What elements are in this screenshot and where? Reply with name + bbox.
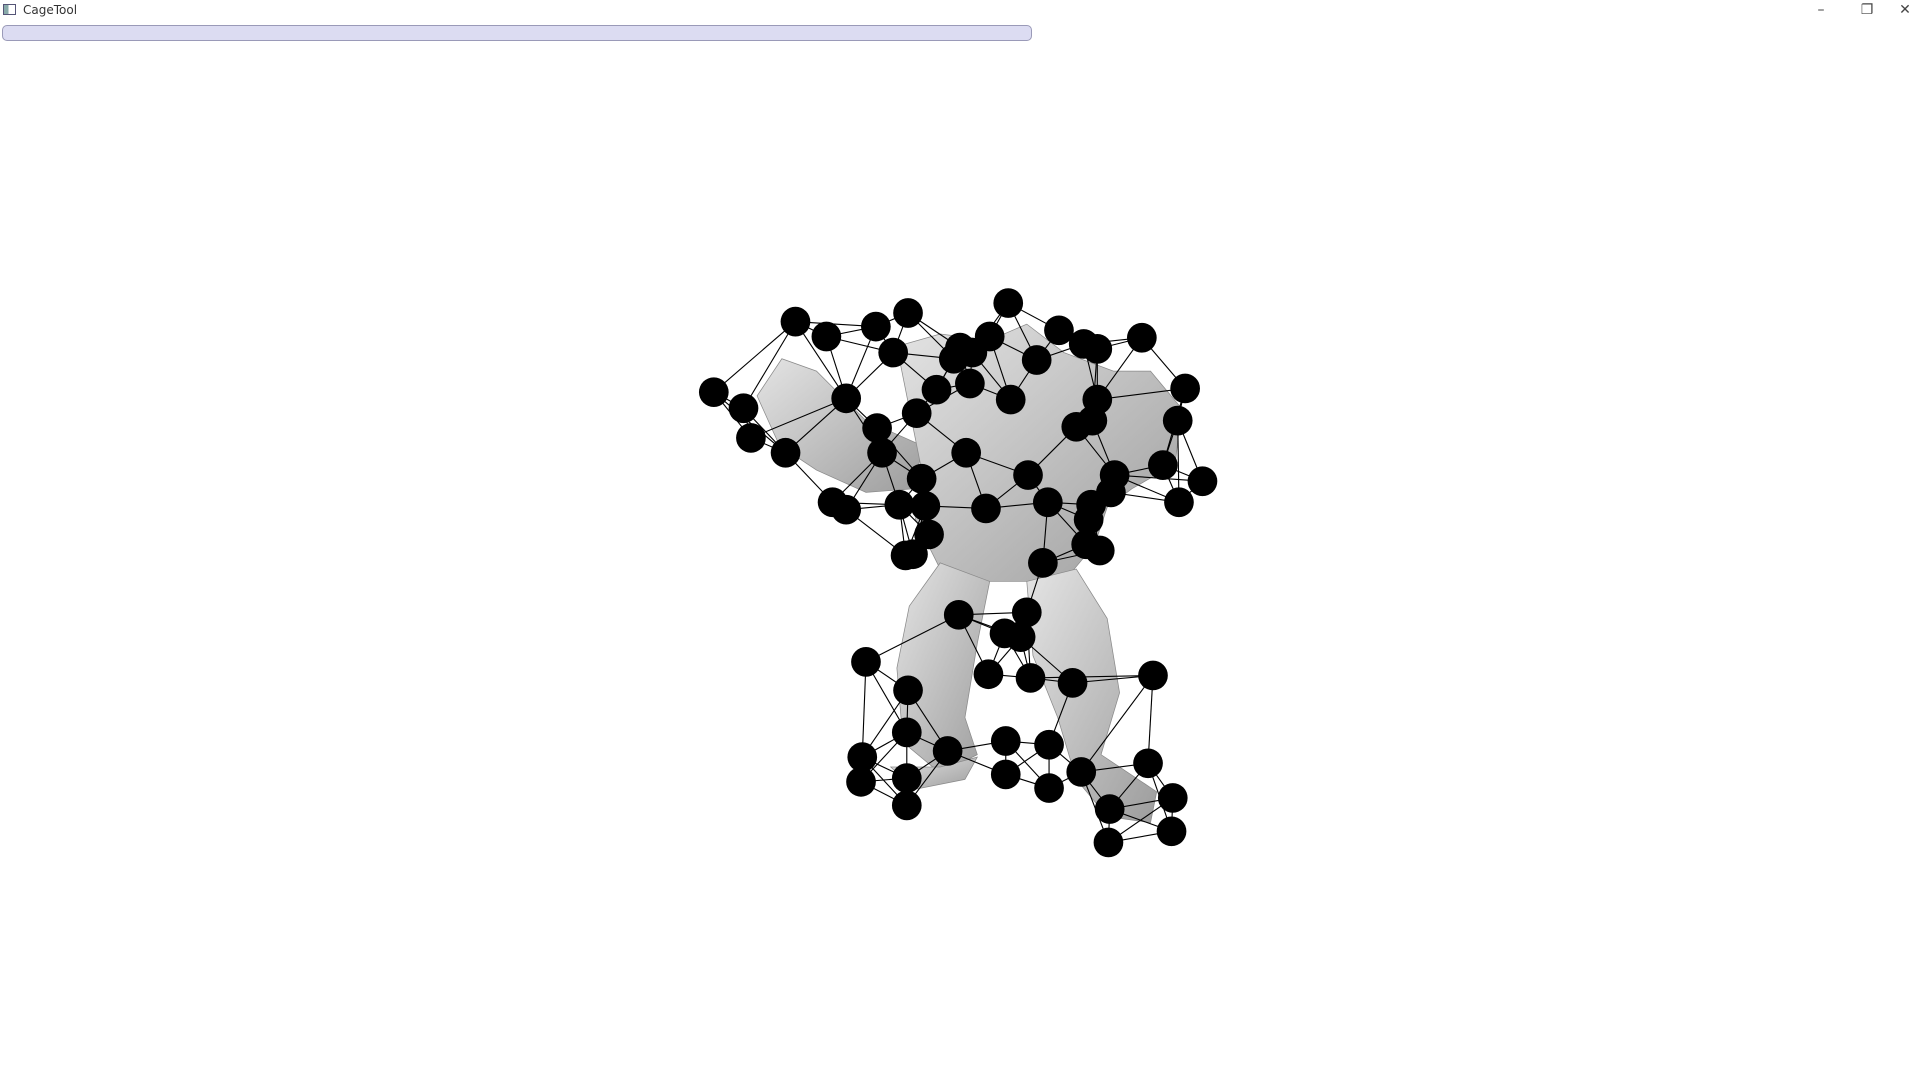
- cage-vertex: [1005, 622, 1036, 652]
- cage-vertex: [1187, 466, 1218, 497]
- cage-vertex: [831, 383, 862, 414]
- cage-vertex: [955, 368, 985, 399]
- cage-vertex: [878, 337, 909, 368]
- cage-vertex: [1057, 668, 1088, 698]
- cage-vertex: [698, 377, 729, 408]
- cage-vertex: [898, 539, 928, 570]
- cage: [698, 288, 1218, 858]
- cage-vertex: [728, 393, 759, 424]
- cage-vertex: [846, 767, 876, 797]
- cage-vertex: [990, 759, 1021, 790]
- cage-vertex: [914, 519, 944, 550]
- cage-vertex: [906, 463, 937, 494]
- cage-vertex: [851, 647, 881, 677]
- cage-vertex: [770, 437, 801, 468]
- cage-vertex: [1094, 794, 1125, 824]
- cage-vertex: [1032, 487, 1063, 518]
- cage-vertex: [867, 437, 897, 468]
- cage-edge: [1030, 674, 1153, 679]
- cage-vertex: [1133, 748, 1163, 779]
- cage-vertex: [1148, 450, 1178, 480]
- close-button[interactable]: ✕: [1899, 2, 1911, 18]
- cage-vertex: [1044, 315, 1074, 346]
- cage-vertex: [780, 306, 811, 337]
- cage-vertex: [1021, 345, 1052, 375]
- cage-edge: [794, 321, 847, 399]
- cage-edge: [750, 397, 847, 439]
- cage-vertex: [893, 298, 923, 328]
- cage-vertex: [1157, 783, 1188, 813]
- cage-vertex: [884, 489, 915, 520]
- cage-edge: [1080, 675, 1154, 773]
- cage-vertex: [891, 763, 922, 793]
- cage-vertex: [1082, 334, 1113, 364]
- cage-vertex: [1156, 816, 1187, 847]
- cage-vertex: [1126, 322, 1157, 353]
- cage-vertex: [1034, 773, 1064, 803]
- cage-vertex: [831, 494, 862, 525]
- cage-edge: [865, 614, 960, 663]
- toolbar-field[interactable]: [2, 25, 1032, 41]
- cage-vertex: [1066, 757, 1097, 787]
- cage-vertex: [891, 790, 922, 821]
- cage-vertex: [971, 493, 1001, 524]
- cage-vertex: [1162, 405, 1193, 436]
- cage-vertex: [910, 491, 941, 521]
- app-icon: [3, 4, 16, 15]
- cage-vertex: [1077, 405, 1108, 436]
- cage-vertex: [862, 413, 892, 443]
- minimize-button[interactable]: –: [1817, 2, 1825, 18]
- cage-vertex: [1015, 663, 1046, 693]
- window-title: CageTool: [23, 3, 78, 17]
- cage-edge: [713, 391, 786, 454]
- cage-vertex: [1073, 504, 1104, 535]
- cage-vertex: [861, 311, 891, 342]
- cage-edge: [713, 321, 796, 393]
- cage-vertex: [901, 398, 932, 429]
- cage-vertex: [847, 742, 878, 772]
- cage-vertex: [995, 384, 1026, 415]
- cage-vertex: [1084, 535, 1115, 566]
- cage-vertex: [1164, 487, 1194, 518]
- cage-vertex: [1170, 373, 1200, 404]
- cage-edge: [743, 321, 796, 409]
- cage-vertex: [891, 717, 922, 748]
- cage-vertex: [893, 675, 923, 706]
- cage-vertex: [973, 659, 1004, 690]
- cage-vertex: [921, 374, 952, 405]
- cage-vertex: [1011, 597, 1042, 628]
- cage-vertex: [1034, 729, 1064, 760]
- mesh: [756, 323, 1182, 824]
- cage-edge: [861, 661, 867, 758]
- cage-vertex: [993, 288, 1024, 318]
- cage-vertex: [1093, 827, 1124, 858]
- cage-vertex: [1138, 660, 1168, 691]
- cage-vertex: [736, 423, 766, 453]
- cage-vertex: [932, 736, 963, 766]
- title-bar: CageTool – ❐ ✕: [0, 0, 1920, 22]
- cage-vertex: [957, 337, 988, 368]
- cage-vertex: [1013, 460, 1043, 490]
- cage-vertex: [811, 321, 842, 352]
- cage-vertex: [990, 726, 1021, 756]
- cage-vertex: [1028, 548, 1058, 578]
- cage-vertex: [951, 437, 982, 468]
- cage-vertex: [943, 599, 974, 630]
- restore-button[interactable]: ❐: [1860, 2, 1874, 18]
- scene: [698, 288, 1218, 858]
